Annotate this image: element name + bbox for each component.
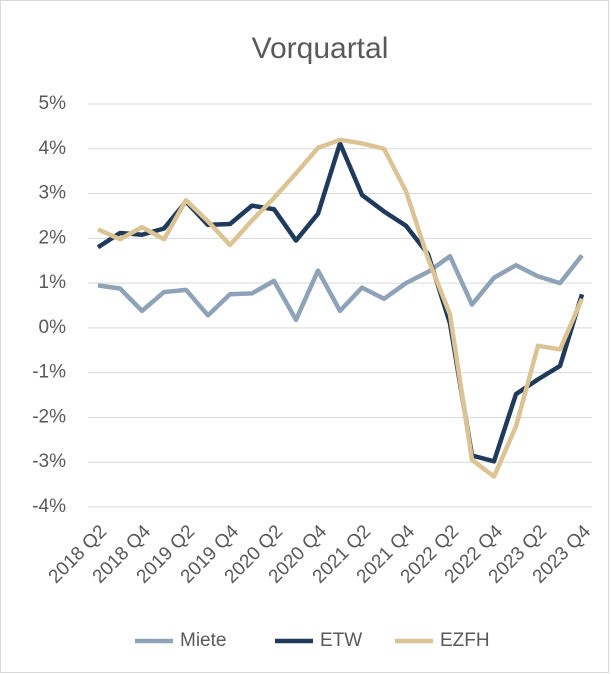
y-tick-label: 1%: [39, 272, 67, 293]
y-tick-label: -4%: [32, 496, 66, 517]
y-tick-label: 0%: [39, 317, 67, 338]
chart-title: Vorquartal: [252, 32, 389, 65]
legend-label: ETW: [320, 630, 362, 651]
y-tick-label: 3%: [39, 183, 67, 204]
y-tick-label: -3%: [32, 451, 66, 472]
legend-label: Miete: [180, 630, 226, 651]
legend-label: EZFH: [440, 630, 490, 651]
y-tick-label: -2%: [32, 406, 66, 427]
y-tick-label: -1%: [32, 362, 66, 383]
y-tick-label: 5%: [39, 93, 67, 114]
line-series: [97, 253, 584, 323]
y-tick-label: 2%: [39, 227, 67, 248]
line-series: [97, 137, 585, 479]
y-tick-label: 4%: [39, 138, 67, 159]
